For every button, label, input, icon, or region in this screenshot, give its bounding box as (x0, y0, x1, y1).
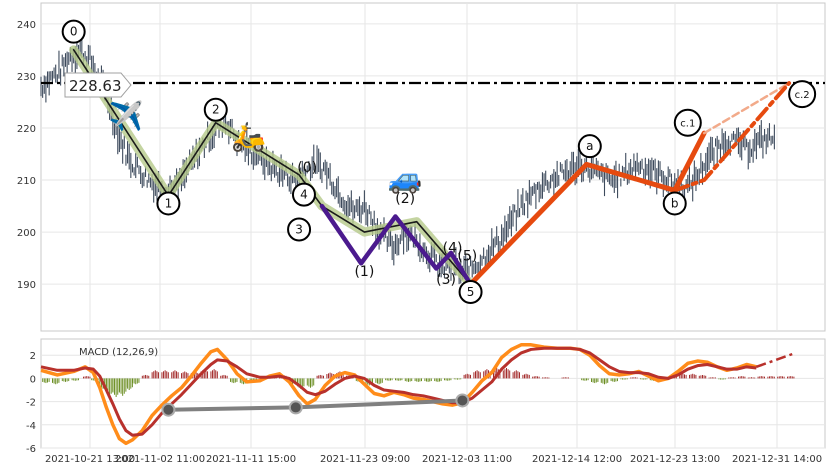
macd-grid (41, 339, 825, 449)
macd-projection (755, 352, 793, 369)
divergence-point (288, 400, 303, 415)
emoji-marker: 🚙 (388, 162, 423, 195)
projection-wave (672, 81, 792, 193)
x-tick-label: 2021-12-23 13:00 (630, 454, 720, 465)
wave-label-circle (291, 182, 316, 207)
wave-label: (2) (395, 191, 415, 207)
wave-label: 5 (467, 285, 475, 299)
wave-label: 3 (295, 222, 303, 236)
wave-label-circle (673, 108, 702, 137)
wave-label-circle (662, 191, 687, 216)
wave-label: (0) (297, 160, 317, 176)
resistance-tag-shape (64, 72, 132, 98)
emoji-marker: ✈️ (108, 98, 143, 132)
sub-wave (319, 203, 473, 287)
wave-label-circle (61, 19, 86, 44)
macd-panel-frame (40, 338, 826, 449)
price-y-tick-label: 190 (17, 280, 36, 291)
wave-label: 4 (300, 188, 308, 202)
wave-label: (5) (457, 249, 477, 265)
macd-y-tick-label: 0 (30, 374, 36, 385)
wave-label-circle (156, 191, 181, 216)
divergence-line (161, 393, 470, 417)
wave-label: (3) (436, 272, 456, 288)
x-tick-label: 2021-12-31 14:00 (732, 454, 822, 465)
x-tick-label: 2021-11-23 09:00 (320, 454, 410, 465)
wave-label: b (671, 196, 679, 210)
wave-label-circle (203, 97, 228, 122)
macd-y-tick-label: -2 (26, 398, 36, 409)
resistance-tag: 228.63 (64, 72, 132, 98)
wave-label: a (586, 139, 593, 153)
divergence-point (455, 393, 470, 408)
resistance-tag-label: 228.63 (69, 77, 122, 95)
x-tick-label: 2021-12-03 11:00 (422, 454, 512, 465)
wave-label-circle (458, 279, 483, 304)
divergence-point (161, 402, 176, 417)
wave-label: 2 (212, 103, 220, 117)
price-y-ticks: 190 200 210 220 230 240 (17, 20, 36, 291)
wave-label-circle (287, 217, 312, 242)
x-tick-label: 2021-11-02 11:00 (115, 454, 205, 465)
macd-y-tick-label: -6 (26, 444, 36, 455)
price-y-tick-label: 210 (17, 176, 36, 187)
wave-label: 0 (70, 25, 78, 39)
price-y-tick-label: 240 (17, 20, 36, 31)
wave-label: (1) (354, 264, 374, 280)
macd-y-ticks: -6 -4 -2 0 2 (26, 351, 36, 455)
correction-wave (468, 130, 707, 287)
signal-line (40, 346, 757, 437)
x-tick-label: 2021-11-11 15:00 (206, 454, 296, 465)
price-y-tick-label: 200 (17, 228, 36, 239)
wave-label: (4) (443, 241, 463, 257)
wave-label-circle (577, 134, 602, 159)
projection-light (702, 81, 791, 135)
emoji-marker: 🛵 (231, 120, 266, 153)
wave-label: c.2 (795, 90, 810, 101)
x-tick-label: 2021-12-14 12:00 (532, 454, 622, 465)
price-y-tick-label: 220 (17, 124, 36, 135)
macd-y-tick-label: -4 (26, 421, 36, 432)
x-tick-label: 2021-10-21 13:00 (45, 454, 135, 465)
emoji-markers: ✈️ 🛵 🚙 (108, 98, 422, 194)
macd-y-tick-label: 2 (30, 351, 36, 362)
wave-labels: 0 1 2 3 4 5 (0) (1) (2) (3) (4)(5) a b c.1 c.2 (61, 19, 817, 304)
macd-lines (40, 343, 793, 446)
macd-title: MACD (12,26,9) (79, 347, 158, 358)
macd-histogram (42, 367, 795, 397)
wave-label: 1 (165, 196, 173, 210)
wave-label-circle (788, 80, 817, 109)
price-y-tick-label: 230 (17, 72, 36, 83)
wave-label: c.1 (680, 119, 695, 130)
